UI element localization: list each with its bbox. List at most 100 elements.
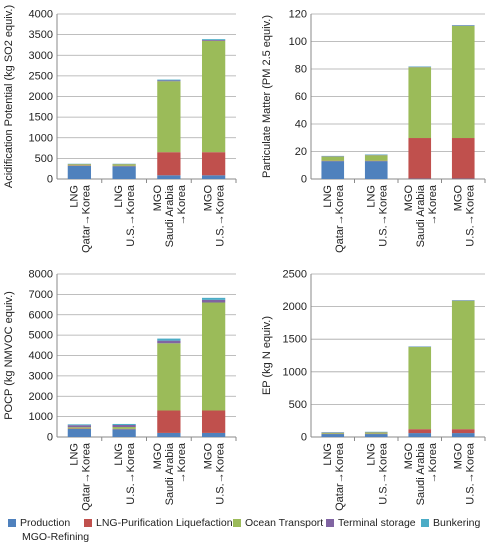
bar-segment	[68, 424, 91, 425]
legend-swatch-production	[8, 519, 16, 527]
y-tick-label: 20	[295, 146, 307, 158]
legend-item-lng-purification: LNG-Purification Liquefaction	[84, 517, 233, 529]
y-tick-label: 4000	[29, 9, 53, 21]
legend-item-production: Production	[8, 517, 70, 529]
y-tick-label: 0	[301, 174, 307, 186]
y-tick-label: 0	[47, 432, 53, 444]
bar-segment	[202, 41, 225, 152]
x-tick-label: →Korea	[176, 184, 188, 225]
legend-swatch-lng-purification	[84, 519, 92, 527]
y-tick-label: 3000	[29, 370, 53, 382]
bar-segment	[112, 425, 135, 427]
x-tick-label: U.S.→Korea	[125, 184, 137, 247]
bar-segment	[452, 433, 475, 437]
bar-segment	[202, 433, 225, 437]
bar-segment	[157, 339, 180, 341]
x-tick-label: U.S.→Korea	[377, 442, 389, 505]
bar-segment	[365, 161, 388, 179]
y-tick-label: 80	[295, 64, 307, 76]
y-tick-label: 1500	[29, 112, 53, 124]
y-tick-label: 40	[295, 119, 307, 131]
legend-item-bunkering: Bunkering	[421, 517, 480, 529]
x-tick-label: LNG	[365, 443, 377, 466]
bar-segment	[408, 138, 431, 179]
x-tick-label: U.S.→Korea	[215, 442, 227, 505]
y-tick-label: 1000	[283, 366, 307, 378]
bar-segment	[68, 166, 91, 179]
bar-segment	[157, 80, 180, 81]
bar-segment	[365, 434, 388, 437]
bar-segment	[321, 433, 344, 434]
x-tick-label: →Korea	[176, 442, 188, 483]
bar-segment	[157, 175, 180, 179]
bar-segment	[321, 157, 344, 161]
x-tick-label: MGO	[152, 443, 164, 470]
x-tick-label: LNG	[113, 443, 125, 466]
bar-segment	[202, 300, 225, 303]
x-tick-label: LNG	[113, 185, 125, 208]
legend-label-production: Production	[20, 517, 70, 529]
x-tick-label: MGO	[452, 185, 464, 212]
legend-label-bunkering: Bunkering	[433, 517, 480, 529]
bar-segment	[202, 411, 225, 433]
y-tick-label: 500	[289, 399, 307, 411]
bar-segment	[202, 152, 225, 175]
legend-swatch-terminal-storage	[326, 519, 334, 527]
bar-segment	[112, 424, 135, 425]
y-tick-label: 6000	[29, 309, 53, 321]
legend-item-ocean-transport: Ocean Transport	[233, 517, 323, 529]
y-tick-label: 7000	[29, 289, 53, 301]
bar-segment	[157, 341, 180, 344]
bar-segment	[452, 429, 475, 433]
y-tick-label: 2500	[283, 269, 307, 281]
y-tick-label: 120	[289, 9, 307, 21]
bar-segment	[321, 434, 344, 437]
bar-segment	[202, 40, 225, 41]
y-tick-label: 2000	[29, 91, 53, 103]
legend-label-ocean-transport: Ocean Transport	[245, 517, 323, 529]
bar-segment	[112, 164, 135, 166]
bar-segment	[452, 26, 475, 138]
x-tick-label: LNG	[68, 185, 80, 208]
bar-segment	[68, 427, 91, 428]
x-tick-label: LNG	[322, 443, 334, 466]
y-axis-label: Acidification Potential (kg SO2 equiv.)	[3, 5, 15, 188]
bar-segment	[157, 81, 180, 152]
bar-segment	[202, 39, 225, 40]
bar-segment	[157, 152, 180, 175]
x-tick-label: →Korea	[427, 184, 439, 225]
y-tick-label: 2000	[283, 301, 307, 313]
bar-segment	[202, 303, 225, 411]
y-tick-label: 60	[295, 91, 307, 103]
bar-segment	[68, 164, 91, 165]
bar-segment	[408, 67, 431, 138]
y-tick-label: 1000	[29, 411, 53, 423]
y-tick-label: 100	[289, 36, 307, 48]
bar-segment	[408, 347, 431, 429]
x-tick-label: LNG	[365, 185, 377, 208]
legend-label-lng-purification: LNG-Purification Liquefaction	[96, 517, 233, 529]
bar-segment	[112, 427, 135, 429]
x-tick-label: MGO	[403, 185, 415, 212]
bar-segment	[365, 155, 388, 161]
x-tick-label: MGO	[203, 443, 215, 470]
bar-segment	[452, 138, 475, 179]
legend-swatch-ocean-transport	[233, 519, 241, 527]
x-tick-label: Qatar→Korea	[80, 442, 92, 511]
x-tick-label: MGO	[403, 443, 415, 470]
y-tick-label: 5000	[29, 330, 53, 342]
bar-segment	[408, 429, 431, 433]
x-tick-label: Qatar→Korea	[80, 184, 92, 253]
x-tick-label: Saudi Arabia	[415, 442, 427, 505]
x-tick-label: MGO	[152, 185, 164, 212]
bar-segment	[408, 433, 431, 437]
bar-segment	[157, 433, 180, 437]
legend-label-terminal-storage: Terminal storage	[338, 517, 416, 529]
y-tick-label: 8000	[29, 269, 53, 281]
bar-segment	[112, 429, 135, 437]
bar-segment	[68, 429, 91, 437]
x-tick-label: LNG	[322, 185, 334, 208]
x-tick-label: →Korea	[427, 442, 439, 483]
y-tick-label: 0	[47, 174, 53, 186]
